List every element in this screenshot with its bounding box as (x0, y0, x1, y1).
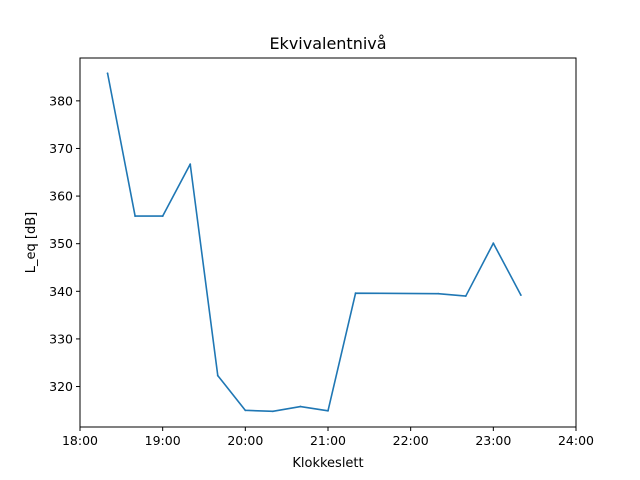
y-tick-label: 350 (49, 236, 73, 251)
x-tick-label: 20:00 (227, 433, 263, 448)
data-point (161, 215, 164, 217)
y-tick-label: 330 (49, 331, 73, 346)
chart-title: Ekvivalentnivå (269, 34, 386, 53)
y-tick-label: 340 (49, 284, 73, 299)
data-point (134, 215, 137, 217)
y-tick-label: 360 (49, 189, 73, 204)
data-point (492, 242, 495, 245)
x-tick-label: 19:00 (145, 433, 181, 448)
y-tick-label: 320 (49, 379, 73, 394)
y-axis-label: L_eq [dB] (24, 212, 39, 273)
data-point (437, 292, 440, 295)
y-tick-label: 380 (49, 93, 73, 108)
x-tick-label: 22:00 (393, 433, 429, 448)
x-axis-ticks: 18:00 19:00 20:00 21:00 22:00 23:00 24:00 (62, 427, 594, 448)
data-point (519, 294, 522, 297)
x-tick-label: 18:00 (62, 433, 98, 448)
x-tick-label: 23:00 (475, 433, 511, 448)
plot-frame (79, 57, 577, 428)
y-tick-label: 370 (49, 141, 73, 156)
x-axis-label: Klokkeslett (292, 456, 363, 471)
data-point (271, 410, 274, 413)
data-point (354, 292, 357, 295)
data-point (189, 163, 192, 166)
x-tick-label: 24:00 (558, 433, 594, 448)
data-point (299, 405, 302, 408)
series-line (106, 73, 522, 413)
y-axis-ticks: 320 330 340 350 360 370 380 (49, 93, 80, 394)
series-layer (106, 72, 522, 413)
data-point (106, 72, 109, 75)
data-point (216, 374, 219, 377)
data-point (327, 409, 329, 412)
data-point (244, 409, 247, 412)
x-tick-label: 21:00 (310, 433, 346, 448)
data-point (464, 295, 467, 297)
